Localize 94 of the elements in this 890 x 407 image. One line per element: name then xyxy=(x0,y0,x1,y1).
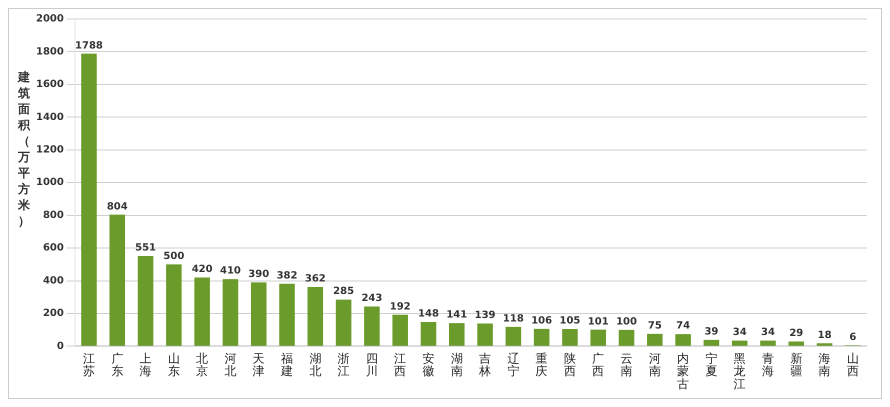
x-tick-label: 浙江 xyxy=(338,352,350,378)
x-tick-label: 内蒙古 xyxy=(677,352,690,391)
x-tick-label: 辽宁 xyxy=(507,352,520,378)
bar xyxy=(250,282,267,346)
data-label: 148 xyxy=(418,308,439,320)
bar xyxy=(336,300,352,346)
x-tick-label: 河南 xyxy=(648,352,661,378)
x-tick-label: 青海 xyxy=(762,352,774,378)
data-label: 285 xyxy=(333,286,354,298)
bar xyxy=(81,54,97,346)
x-tick-label: 上海 xyxy=(140,352,152,378)
x-tick-label: 黑龙江 xyxy=(734,352,746,391)
x-tick-label: 江苏 xyxy=(82,352,95,378)
data-label: 6 xyxy=(849,332,856,343)
data-label: 29 xyxy=(789,328,804,340)
bar xyxy=(364,306,380,346)
x-tick-label: 江西 xyxy=(394,352,406,378)
x-tick-label: 广西 xyxy=(592,352,604,378)
x-tick-label: 新疆 xyxy=(790,352,802,378)
y-tick-label: 2000 xyxy=(36,14,64,25)
x-tick-label: 河北 xyxy=(224,352,236,378)
x-tick-label: 安徽 xyxy=(422,352,434,378)
x-tick-label: 宁夏 xyxy=(705,352,718,378)
x-tick-label: 天津 xyxy=(252,352,265,378)
bar xyxy=(138,256,154,346)
data-label: 139 xyxy=(474,310,496,322)
data-label: 74 xyxy=(676,320,690,332)
y-tick-label: 1400 xyxy=(36,112,64,123)
bar xyxy=(477,323,493,346)
x-tick-label: 湖南 xyxy=(450,352,463,378)
x-tick-label: 吉林 xyxy=(478,352,492,378)
data-label: 105 xyxy=(560,316,580,327)
bar xyxy=(590,330,606,346)
data-label: 118 xyxy=(502,313,524,324)
bar xyxy=(704,340,720,346)
bar xyxy=(675,334,691,346)
data-label: 192 xyxy=(390,301,411,312)
bar xyxy=(534,328,550,346)
bar xyxy=(392,314,408,346)
data-label: 243 xyxy=(361,293,382,304)
data-label: 141 xyxy=(446,310,468,321)
data-label: 804 xyxy=(106,201,128,212)
data-label: 101 xyxy=(588,316,609,328)
data-label: 500 xyxy=(163,250,184,262)
x-tick-label: 北京 xyxy=(196,352,208,378)
x-tick-label: 云南 xyxy=(620,352,633,378)
bar xyxy=(760,340,776,346)
y-tick-label: 600 xyxy=(42,242,64,254)
y-tick-label: 1200 xyxy=(36,144,64,156)
data-label: 75 xyxy=(648,320,662,332)
bar xyxy=(166,264,182,346)
bar xyxy=(420,322,436,346)
x-tick-label: 山西 xyxy=(846,352,859,378)
y-tick-label: 400 xyxy=(42,275,64,286)
data-label: 410 xyxy=(220,266,241,277)
data-label: 362 xyxy=(304,274,326,285)
data-label: 420 xyxy=(192,264,213,276)
bar xyxy=(618,330,634,346)
y-tick-label: 800 xyxy=(42,210,64,221)
x-tick-label: 广东 xyxy=(111,352,124,378)
data-label: 34 xyxy=(761,327,775,338)
bar xyxy=(448,323,465,346)
y-tick-label: 1000 xyxy=(36,177,64,188)
bar xyxy=(562,329,578,346)
data-label: 18 xyxy=(818,330,832,341)
data-label: 106 xyxy=(531,315,552,326)
bar xyxy=(647,334,663,346)
data-label: 34 xyxy=(732,327,747,338)
data-label: 100 xyxy=(616,316,637,328)
y-tick-label: 0 xyxy=(56,340,64,352)
data-label: 1788 xyxy=(75,40,103,52)
x-tick-label: 四川 xyxy=(366,352,378,378)
x-tick-label: 福建 xyxy=(280,352,294,378)
y-tick-label: 200 xyxy=(42,308,64,320)
bar xyxy=(788,341,804,346)
data-label: 551 xyxy=(135,242,156,254)
bar xyxy=(109,214,126,346)
x-tick-label: 湖北 xyxy=(309,352,322,378)
bar xyxy=(506,326,522,346)
x-tick-label: 海南 xyxy=(818,352,831,378)
data-label: 39 xyxy=(704,326,718,338)
bar xyxy=(222,279,238,346)
bar xyxy=(279,284,295,346)
y-tick-label: 1800 xyxy=(36,46,64,58)
x-tick-label: 重庆 xyxy=(536,352,548,378)
text: 建筑面积（万平方米） xyxy=(18,70,30,228)
bar xyxy=(308,286,324,346)
bar xyxy=(194,277,210,346)
x-tick-label: 山东 xyxy=(168,352,180,378)
bar xyxy=(732,340,748,346)
data-label: 382 xyxy=(276,270,298,282)
data-label: 390 xyxy=(248,268,270,280)
y-tick-label: 1600 xyxy=(36,79,64,90)
x-tick-label: 陕西 xyxy=(564,352,576,378)
